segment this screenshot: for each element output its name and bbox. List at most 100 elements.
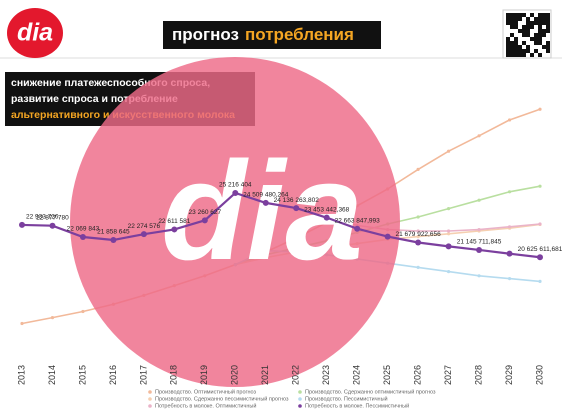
qr-cell [522,33,526,37]
legend-marker [148,404,152,408]
qr-cell [518,49,522,53]
title-highlight: потребления [245,25,354,44]
value-label: 24 509 480,264 [243,192,289,199]
qr-cell [542,13,546,17]
point [507,118,512,122]
point [477,228,481,232]
qr-cell [510,53,514,57]
qr-cell [538,33,542,37]
qr-cell [514,25,518,29]
qr-cell [510,13,514,17]
point [262,199,269,206]
qr-cell [546,49,550,53]
qr-cell [526,49,530,53]
qr-cell [538,41,542,45]
point [507,190,512,194]
qr-cell [534,33,538,37]
point [201,217,208,224]
qr-cell [506,13,510,17]
legend-marker [148,397,152,401]
qr-cell [522,29,526,33]
qr-cell [518,45,522,49]
point [446,232,451,236]
qr-cell [542,45,546,49]
x-tick-label: 2013 [16,365,26,385]
value-label: 22 663 847,993 [335,217,381,224]
point [416,215,420,219]
point [293,205,300,212]
qr-cell [530,25,534,29]
point [538,184,542,188]
x-tick-label: 2021 [260,365,270,385]
qr-cell [546,45,550,49]
qr-cell [522,53,526,57]
qr-cell [514,21,518,25]
qr-cell [526,29,530,33]
qr-cell [538,29,542,33]
qr-cell [526,25,530,29]
point [446,207,451,211]
x-tick-label: 2018 [169,365,179,385]
qr-cell [514,37,518,41]
point [50,316,55,320]
qr-cell [510,33,514,37]
watermark-circle [70,57,400,387]
qr-cell [538,25,542,29]
logo-badge [7,8,63,58]
x-tick-label: 2028 [473,365,483,385]
qr-cell [538,17,542,21]
qr-cell [518,29,522,33]
point [416,229,420,233]
x-tick-label: 2023 [321,365,331,385]
x-tick-label: 2029 [504,365,514,385]
point [446,149,451,153]
qr-cell [546,25,550,29]
point [446,270,451,274]
point [19,221,25,228]
legend-label: Потребность в молоке. Пессимистичный [305,402,409,409]
x-tick-label: 2016 [108,365,118,385]
value-label: 21 145 711,845 [457,239,502,246]
x-tick-label: 2027 [443,365,453,385]
x-axis: 2013 2014 2015 2016 2017 2018 2019 2020 2021 2022… [16,365,544,385]
qr-cell [506,49,510,53]
qr-cell [538,21,542,25]
value-label: 21 858 645 [97,229,130,236]
point [476,246,483,253]
qr-cell [510,17,514,21]
qr-cell [546,17,550,21]
qr-cell [546,21,550,25]
qr-cell [546,29,550,33]
point [140,231,147,238]
x-tick-label: 2019 [199,365,209,385]
value-label: 22 274 576 [128,223,161,230]
qr-cell [518,17,522,21]
value-label: 23 453 442,368 [304,206,350,213]
point [49,222,56,229]
qr-cell [510,49,514,53]
point [446,229,451,233]
qr-cell [526,17,530,21]
point [538,279,542,283]
x-tick-label: 2017 [138,365,148,385]
qr-cell [506,45,510,49]
point [477,198,481,202]
qr-cell [534,21,538,25]
qr-cell [534,49,538,53]
qr-cell [514,49,518,53]
qr-cell [534,37,538,41]
qr-cell [546,41,550,45]
qr-cell [510,41,514,45]
legend-marker [298,397,302,401]
qr-cell [522,25,526,29]
qr-cell [506,21,510,25]
x-tick-label: 2026 [412,365,422,385]
qr-cell [510,25,514,29]
qr-cell [506,37,510,41]
qr-cell [506,41,510,45]
qr-cell [514,45,518,49]
qr-cell [538,53,542,57]
point [79,234,86,241]
qr-cell [522,13,526,17]
